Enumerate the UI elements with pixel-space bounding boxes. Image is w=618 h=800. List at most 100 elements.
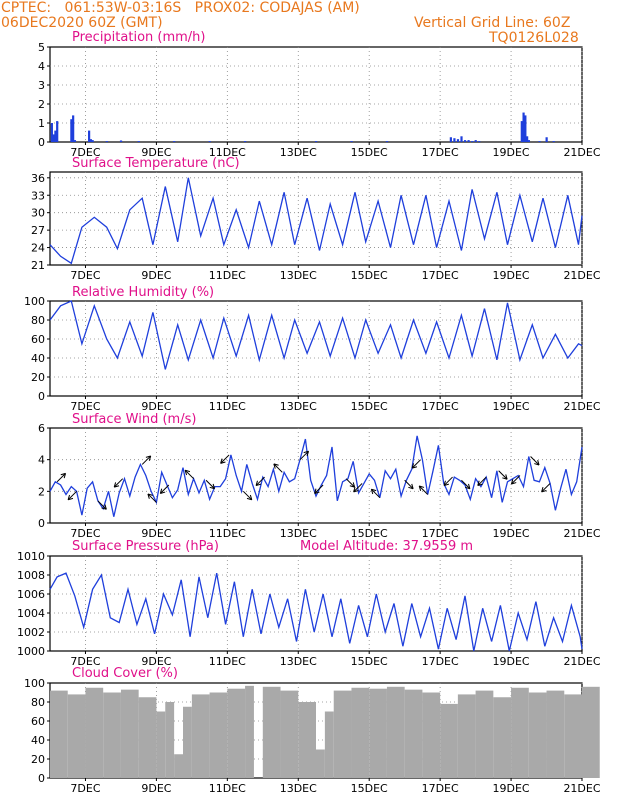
wind-arrow-head xyxy=(541,486,547,493)
x-tick-label: 9DEC xyxy=(141,146,171,159)
x-tick-label: 11DEC xyxy=(209,655,246,668)
x-tick-label: 19DEC xyxy=(493,527,530,540)
wind-arrow-head xyxy=(246,494,253,501)
cloud-bar xyxy=(67,694,86,778)
panel-title: Surface Temperature (nC) xyxy=(72,156,240,171)
cloud-bar xyxy=(245,685,254,778)
panel-frame xyxy=(49,555,583,652)
y-tick-label: 21 xyxy=(31,259,45,272)
cloud-bar xyxy=(582,686,600,778)
x-tick-label: 21DEC xyxy=(563,400,600,413)
wind-arrow xyxy=(498,470,508,480)
precip-bar xyxy=(538,141,541,142)
y-tick-label: 40 xyxy=(31,352,45,365)
panel-title: Precipitation (mm/h) xyxy=(72,30,205,45)
cloud-bar xyxy=(511,687,529,778)
cloud-bar xyxy=(493,697,512,778)
cloud-bar xyxy=(183,706,192,778)
cloud-bar xyxy=(440,703,458,778)
x-tick-label: 11DEC xyxy=(209,782,246,795)
cloud-bar xyxy=(156,711,166,778)
wind-arrow-head xyxy=(370,488,377,495)
panel-frame xyxy=(49,427,583,524)
x-tick-label: 17DEC xyxy=(422,146,459,159)
panel-annotation: Model Altitude: 37.9559 m xyxy=(300,539,473,554)
x-tick-label: 17DEC xyxy=(422,269,459,282)
y-tick-label: 6 xyxy=(38,422,45,435)
cloud-bar xyxy=(457,694,476,778)
precip-bar xyxy=(552,141,555,142)
x-tick-label: 19DEC xyxy=(493,146,530,159)
precip-bar xyxy=(208,141,211,142)
wind-arrow-head xyxy=(411,463,418,469)
y-tick-label: 33 xyxy=(31,189,45,202)
wind-arrow xyxy=(242,490,253,501)
y-tick-label: 20 xyxy=(31,371,45,384)
precip-bar xyxy=(385,141,389,142)
wind-arrow-head xyxy=(408,483,414,490)
y-tick-label: 36 xyxy=(31,172,45,185)
y-tick-label: 40 xyxy=(31,734,45,747)
wind-arrow-head xyxy=(353,486,359,493)
x-tick-label: 15DEC xyxy=(351,146,388,159)
x-tick-label: 13DEC xyxy=(280,400,317,413)
precip-bar xyxy=(545,137,548,142)
y-tick-label: 3 xyxy=(38,79,45,92)
y-tick-label: 0 xyxy=(38,136,45,149)
wind-arrow xyxy=(511,475,521,485)
precip-bar xyxy=(449,137,452,142)
wind-arrow-head xyxy=(273,463,279,469)
x-tick-label: 21DEC xyxy=(563,269,600,282)
precip-bar xyxy=(72,115,75,142)
precip-bar xyxy=(456,139,460,142)
wind-arrow-head xyxy=(303,450,310,457)
wind-arrow-head xyxy=(502,474,508,480)
wind-arrow-head xyxy=(60,472,67,479)
wind-arrow-head xyxy=(147,493,153,499)
wind-arrow xyxy=(314,484,324,494)
x-tick-label: 19DEC xyxy=(493,782,530,795)
x-tick-label: 13DEC xyxy=(280,782,317,795)
precip-bar xyxy=(50,123,53,142)
precip-bar xyxy=(137,141,140,142)
y-tick-label: 24 xyxy=(31,242,45,255)
wind-arrow xyxy=(371,488,381,499)
cloud-bar xyxy=(316,749,325,778)
wind-arrow xyxy=(141,455,152,465)
panel-title: Surface Pressure (hPa) xyxy=(72,539,219,554)
x-tick-label: 9DEC xyxy=(141,269,171,282)
wind-arrow xyxy=(530,456,540,466)
precip-bar xyxy=(467,140,470,142)
cloud-bar xyxy=(298,702,316,778)
y-tick-label: 4 xyxy=(38,60,45,73)
wind-arrow xyxy=(113,478,124,488)
y-tick-label: 1 xyxy=(38,117,45,130)
wind-arrow-head xyxy=(209,483,216,490)
panel-title: Cloud Cover (%) xyxy=(72,666,178,681)
cloud-bar xyxy=(386,686,405,778)
precip-bar xyxy=(463,140,467,142)
x-tick-label: 19DEC xyxy=(493,400,530,413)
precip-bar xyxy=(527,140,530,142)
wind-arrow xyxy=(56,472,66,483)
x-tick-label: 13DEC xyxy=(280,269,317,282)
cloud-bar xyxy=(120,689,139,778)
cloud-bar xyxy=(227,688,246,778)
y-tick-label: 1010 xyxy=(17,550,45,563)
precip-bar xyxy=(70,119,73,142)
cloud-bar xyxy=(209,692,228,778)
cloud-bar xyxy=(404,689,423,778)
precip-bar xyxy=(522,112,525,142)
wind-arrow xyxy=(353,483,363,493)
precip-bar xyxy=(73,140,77,142)
cloud-bar xyxy=(191,694,210,778)
precip-bar xyxy=(526,136,529,142)
x-tick-label: 15DEC xyxy=(351,400,388,413)
x-tick-label: 17DEC xyxy=(422,400,459,413)
precip-bar xyxy=(88,130,91,142)
wind-arrow-head xyxy=(145,455,152,461)
wind-arrow-head xyxy=(67,494,74,501)
precip-bar xyxy=(52,134,55,142)
wind-arrow-head xyxy=(101,504,107,510)
x-tick-label: 13DEC xyxy=(280,527,317,540)
